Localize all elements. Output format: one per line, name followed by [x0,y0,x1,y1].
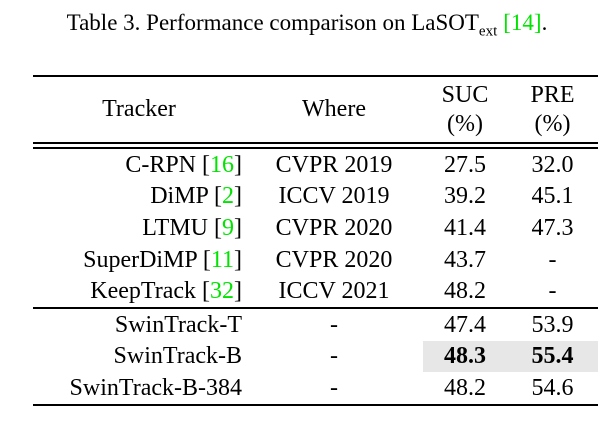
table-caption: Table 3. Performance comparison on LaSOT… [17,10,597,39]
table-row: KeepTrack [32] ICCV 2021 48.2 - [33,275,598,308]
tracker-name: LTMU [142,214,208,241]
table-row: SwinTrack-B-384 - 48.2 54.6 [33,372,598,405]
suc-label: SUC [441,81,489,108]
cite-close: ] [234,246,242,273]
suc-unit: (%) [447,110,483,137]
highlighted-pre-cell: 55.4 [507,340,598,373]
pre-cell: 53.9 [507,306,598,341]
table-header: Tracker Where SUC (%) PRE (%) [33,76,598,149]
tracker-cell: DiMP [2] [33,181,245,213]
table-row: SwinTrack-B - 48.3 55.4 [33,340,598,373]
table-row: SuperDiMP [11] CVPR 2020 43.7 - [33,244,598,276]
column-header-tracker: Tracker [33,76,245,149]
caption-subscript: ext [478,23,498,40]
where-cell: CVPR 2019 [275,151,393,178]
citation-link[interactable]: 32 [210,278,234,305]
where-cell: - [330,343,338,370]
suc-cell: 48.2 [444,278,486,305]
pre-cell: 45.1 [531,183,574,210]
tracker-cell: LTMU [9] [33,212,245,244]
where-cell: - [245,306,423,341]
suc-cell: 47.4 [423,306,507,341]
header-row: Tracker Where SUC (%) PRE (%) [33,76,598,149]
tracker-cell: SwinTrack-B-384 [69,374,242,401]
cite-close: ] [234,151,242,178]
caption-text: Table 3. Performance comparison on LaSOT [66,10,479,35]
where-cell: CVPR 2020 [275,214,393,241]
suc-cell: 41.4 [444,214,486,241]
table-row: LTMU [9] CVPR 2020 41.4 47.3 [33,212,598,244]
column-header-pre: PRE (%) [507,76,598,149]
table-row: C-RPN [16] CVPR 2019 27.5 32.0 [33,146,598,181]
cite-close: ] [234,183,242,210]
cite-open: [ [196,151,210,178]
pre-cell: 47.3 [531,214,574,241]
cite-open: [ [208,183,222,210]
citation-link[interactable]: 2 [222,183,234,210]
where-cell: CVPR 2020 [275,246,393,273]
pre-cell: 54.6 [531,374,574,401]
column-header-suc: SUC (%) [423,76,507,149]
pre-label: PRE [530,81,575,108]
tracker-cell: SuperDiMP [11] [33,244,245,276]
highlighted-suc-cell: 48.3 [423,340,507,373]
table-body: C-RPN [16] CVPR 2019 27.5 32.0 DiMP [2] … [33,146,598,405]
pre-cell: - [548,278,557,305]
cite-open: [ [196,278,210,305]
pre-cell: 32.0 [531,151,574,178]
tracker-cell: KeepTrack [32] [33,275,245,308]
tracker-cell: SwinTrack-T [33,306,245,341]
tracker-name: KeepTrack [90,278,196,305]
citation-link[interactable]: 16 [210,151,234,178]
tracker-cell: C-RPN [16] [33,146,245,181]
column-header-where: Where [245,76,423,149]
suc-cell: 43.7 [444,246,486,273]
where-cell: ICCV 2019 [278,183,390,210]
citation-link[interactable]: 9 [222,214,234,241]
caption-period: . [541,10,548,35]
where-cell: - [330,374,338,401]
caption-citation-link[interactable]: [14] [503,10,542,35]
cite-open: [ [208,214,222,241]
pre-cell: - [548,246,557,273]
cite-close: ] [234,214,242,241]
suc-cell: 48.2 [444,374,486,401]
table-row: SwinTrack-T - 47.4 53.9 [33,306,598,341]
tracker-name: C-RPN [125,151,196,178]
tracker-name: SuperDiMP [83,246,197,273]
pre-unit: (%) [534,110,571,137]
where-cell: ICCV 2021 [278,278,390,305]
citation-link[interactable]: 11 [210,246,234,273]
results-table: Tracker Where SUC (%) PRE (%) C- [33,75,598,406]
cite-open: [ [196,246,211,273]
cite-close: ] [234,278,242,305]
table-row: DiMP [2] ICCV 2019 39.2 45.1 [33,181,598,213]
suc-cell: 39.2 [444,183,486,210]
suc-cell: 27.5 [444,151,486,178]
tracker-cell: SwinTrack-B [113,343,242,370]
tracker-name: DiMP [150,183,208,210]
